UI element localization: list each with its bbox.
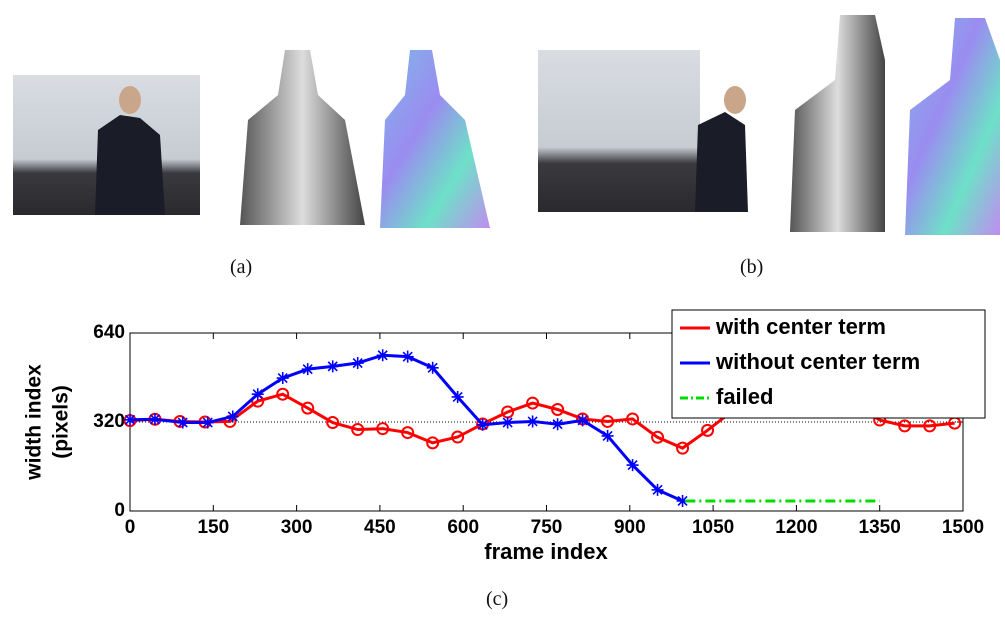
x-tick-label: 600 [447,517,479,538]
x-tick-label: 1050 [692,517,734,538]
x-tick-label: 300 [281,517,313,538]
marker [252,388,264,400]
marker [502,417,514,429]
marker [602,430,614,442]
x-tick-label: 900 [614,517,646,538]
caption: (b) [740,256,763,279]
marker [477,419,489,431]
chart: width index (pixels) frame index 0 150 300… [0,290,1005,590]
marker [577,414,589,426]
x-axis-label: frame index [484,539,608,564]
marker [302,363,314,375]
marker [627,459,639,471]
figure: (a) (b) (c) width index (pixels) frame i… [0,0,1005,623]
x-tick-label: 750 [531,517,563,538]
legend-label: with center term [715,314,886,339]
caption: (a) [230,256,252,279]
legend-label: failed [716,384,773,409]
x-tick-label: 1350 [859,517,901,538]
marker [427,362,439,374]
photo-panels [0,0,1005,260]
person-b [695,112,748,212]
x-tick-label: 150 [197,517,229,538]
marker [552,418,564,430]
marker [124,414,136,426]
x-tick-label: 450 [364,517,396,538]
marker [149,413,161,425]
legend-label: without center term [715,349,920,374]
head-b [724,86,746,114]
head-a [119,86,141,114]
y-tick-label: 640 [93,322,125,343]
render-normal-b [905,18,1000,235]
marker [327,360,339,372]
x-tick-label: 0 [125,517,136,538]
render-gray-a [240,50,365,225]
marker [527,415,539,427]
y-axis-label: (pixels) [50,385,73,459]
marker [277,372,289,384]
y-tick-label: 320 [93,411,125,432]
render-gray-b [790,15,885,232]
y-tick-label: 0 [114,500,125,521]
marker [402,351,414,363]
marker [652,484,664,496]
marker [227,410,239,422]
render-normal-a [380,50,490,228]
y-axis-label: width index [23,364,46,481]
marker [202,417,214,429]
x-tick-label: 1200 [775,517,817,538]
x-tick-label: 1500 [942,517,984,538]
marker [452,391,464,403]
caption: (c) [486,588,508,611]
marker [377,349,389,361]
photo-b [538,50,700,212]
marker [352,357,364,369]
marker [177,417,189,429]
